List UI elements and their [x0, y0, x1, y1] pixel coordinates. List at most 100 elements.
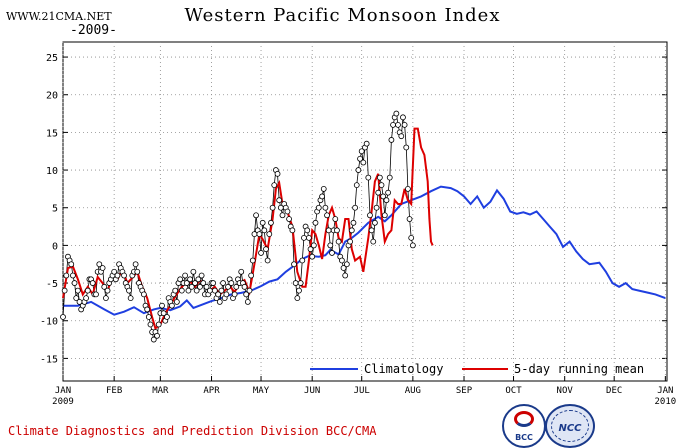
daily-point: [243, 291, 250, 298]
y-tick-label: -10: [40, 317, 58, 328]
daily-point: [350, 219, 357, 226]
x-tick-label: JUN: [304, 386, 320, 396]
daily-point: [164, 314, 170, 320]
daily-point: [301, 234, 307, 241]
daily-point: [84, 287, 91, 294]
daily-point: [206, 287, 213, 294]
ncc-logo: NCC: [545, 404, 595, 448]
daily-point: [154, 332, 160, 339]
daily-point: [200, 280, 207, 286]
daily-point: [223, 291, 230, 298]
y-tick-label: -15: [40, 354, 58, 365]
daily-point: [233, 283, 240, 290]
daily-point: [182, 272, 189, 279]
y-tick-label: 20: [46, 91, 58, 102]
daily-point: [183, 280, 190, 286]
daily-point: [140, 291, 147, 298]
daily-point: [132, 261, 139, 268]
x-tick-label: NOV: [557, 386, 574, 396]
daily-point: [373, 204, 380, 211]
daily-point: [190, 268, 197, 275]
daily-point: [169, 302, 175, 309]
daily-point: [93, 291, 99, 298]
daily-point: [385, 189, 392, 196]
daily-point: [269, 204, 276, 211]
daily-point: [127, 295, 134, 302]
daily-point: [218, 287, 225, 294]
daily-point: [60, 314, 66, 320]
daily-point: [238, 268, 245, 275]
daily-point: [352, 204, 358, 211]
daily-point: [310, 242, 317, 249]
daily-point: [304, 227, 311, 234]
daily-point: [357, 155, 363, 162]
site-url: WWW.21CMA.NET: [6, 10, 112, 23]
x-tick-label: JAN: [55, 386, 71, 396]
x-tick-label: 2010: [655, 397, 677, 407]
daily-point: [284, 208, 291, 215]
daily-point: [395, 121, 401, 128]
daily-point: [83, 295, 90, 302]
daily-point: [73, 295, 80, 302]
daily-point: [286, 216, 292, 222]
daily-point: [145, 314, 152, 320]
daily-point: [398, 133, 405, 140]
daily-point: [155, 321, 162, 328]
daily-point: [383, 197, 390, 204]
bcc-logo-text: BCC: [515, 433, 533, 442]
daily-point: [203, 283, 210, 290]
daily-point: [305, 234, 312, 241]
daily-point: [380, 193, 387, 200]
daily-point: [187, 276, 193, 283]
daily-point: [150, 336, 157, 343]
daily-point: [121, 272, 127, 279]
y-tick-label: 0: [52, 241, 58, 252]
daily-point: [210, 280, 217, 286]
daily-point: [225, 283, 231, 290]
daily-point: [292, 280, 299, 286]
daily-point: [325, 227, 332, 234]
daily-point: [61, 287, 68, 294]
daily-point: [388, 137, 395, 143]
x-tick-label: SEP: [456, 386, 473, 396]
x-tick-label: OCT: [505, 386, 522, 396]
y-tick-label: -5: [46, 279, 58, 290]
daily-point: [376, 174, 383, 181]
x-tick-label: APR: [203, 386, 220, 396]
daily-point: [70, 272, 76, 279]
daily-point: [244, 298, 251, 305]
daily-point: [401, 121, 408, 128]
daily-point: [197, 283, 203, 290]
x-tick-label: JUL: [354, 386, 370, 396]
daily-point: [406, 216, 413, 222]
daily-point: [393, 110, 400, 117]
daily-point: [256, 231, 263, 238]
y-tick-label: 10: [46, 166, 58, 177]
daily-point: [231, 291, 238, 298]
daily-point: [271, 182, 278, 189]
daily-point: [363, 140, 370, 147]
daily-point: [263, 246, 269, 253]
globe-icon: [551, 410, 589, 442]
daily-point: [322, 204, 329, 211]
daily-point: [381, 212, 388, 219]
y-tick-label: 5: [52, 204, 58, 215]
daily-point: [370, 238, 377, 245]
daily-point: [126, 287, 132, 294]
daily-point: [360, 159, 367, 166]
daily-point: [408, 234, 415, 241]
year-label: -2009-: [70, 23, 117, 38]
daily-point: [193, 287, 200, 294]
daily-point: [329, 250, 335, 256]
x-tick-label: AUG: [405, 386, 421, 396]
daily-point: [386, 174, 393, 181]
daily-point: [358, 148, 365, 155]
y-tick-label: 15: [46, 128, 58, 139]
daily-point: [335, 238, 342, 245]
daily-point: [74, 287, 81, 294]
daily-point: [315, 204, 322, 211]
daily-point: [289, 227, 296, 234]
chart-title: Western Pacific Monsoon Index: [184, 5, 501, 26]
daily-point: [343, 261, 350, 268]
